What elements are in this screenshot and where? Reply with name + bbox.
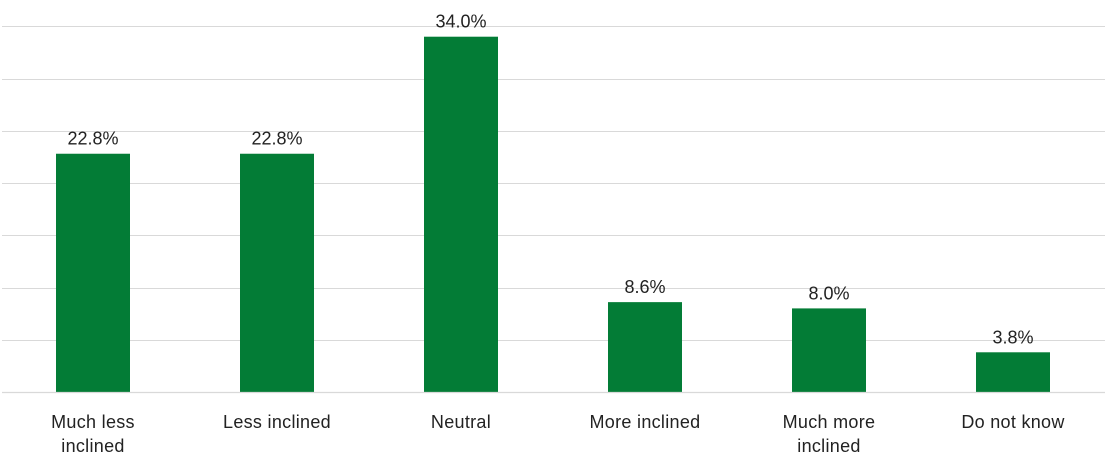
data-label: 34.0% (435, 12, 486, 32)
data-label: 3.8% (992, 327, 1033, 347)
x-tick-labels: Much less inclined Less inclined Neutral Mor… (51, 412, 1065, 456)
data-label: 8.6% (624, 277, 665, 297)
x-tick-label: Less inclined (223, 412, 331, 432)
bar (608, 302, 682, 392)
x-tick-label: Much less inclined (51, 412, 135, 456)
data-label: 22.8% (251, 129, 302, 149)
x-tick-label: Neutral (431, 412, 491, 432)
data-label: 22.8% (67, 129, 118, 149)
bar (792, 308, 866, 392)
data-label: 8.0% (808, 283, 849, 303)
bar (240, 153, 314, 392)
bar (424, 36, 498, 392)
bar (976, 352, 1050, 392)
data-labels: 22.8% 22.8% 34.0% 8.6% 8.0% 3.8% (67, 12, 1033, 348)
gridlines (2, 26, 1105, 341)
x-tick-label: Much more inclined (783, 412, 876, 456)
bars (56, 36, 1050, 392)
x-tick-label: More inclined (590, 412, 701, 432)
x-tick-label: Do not know (961, 412, 1065, 432)
bar (56, 153, 130, 392)
